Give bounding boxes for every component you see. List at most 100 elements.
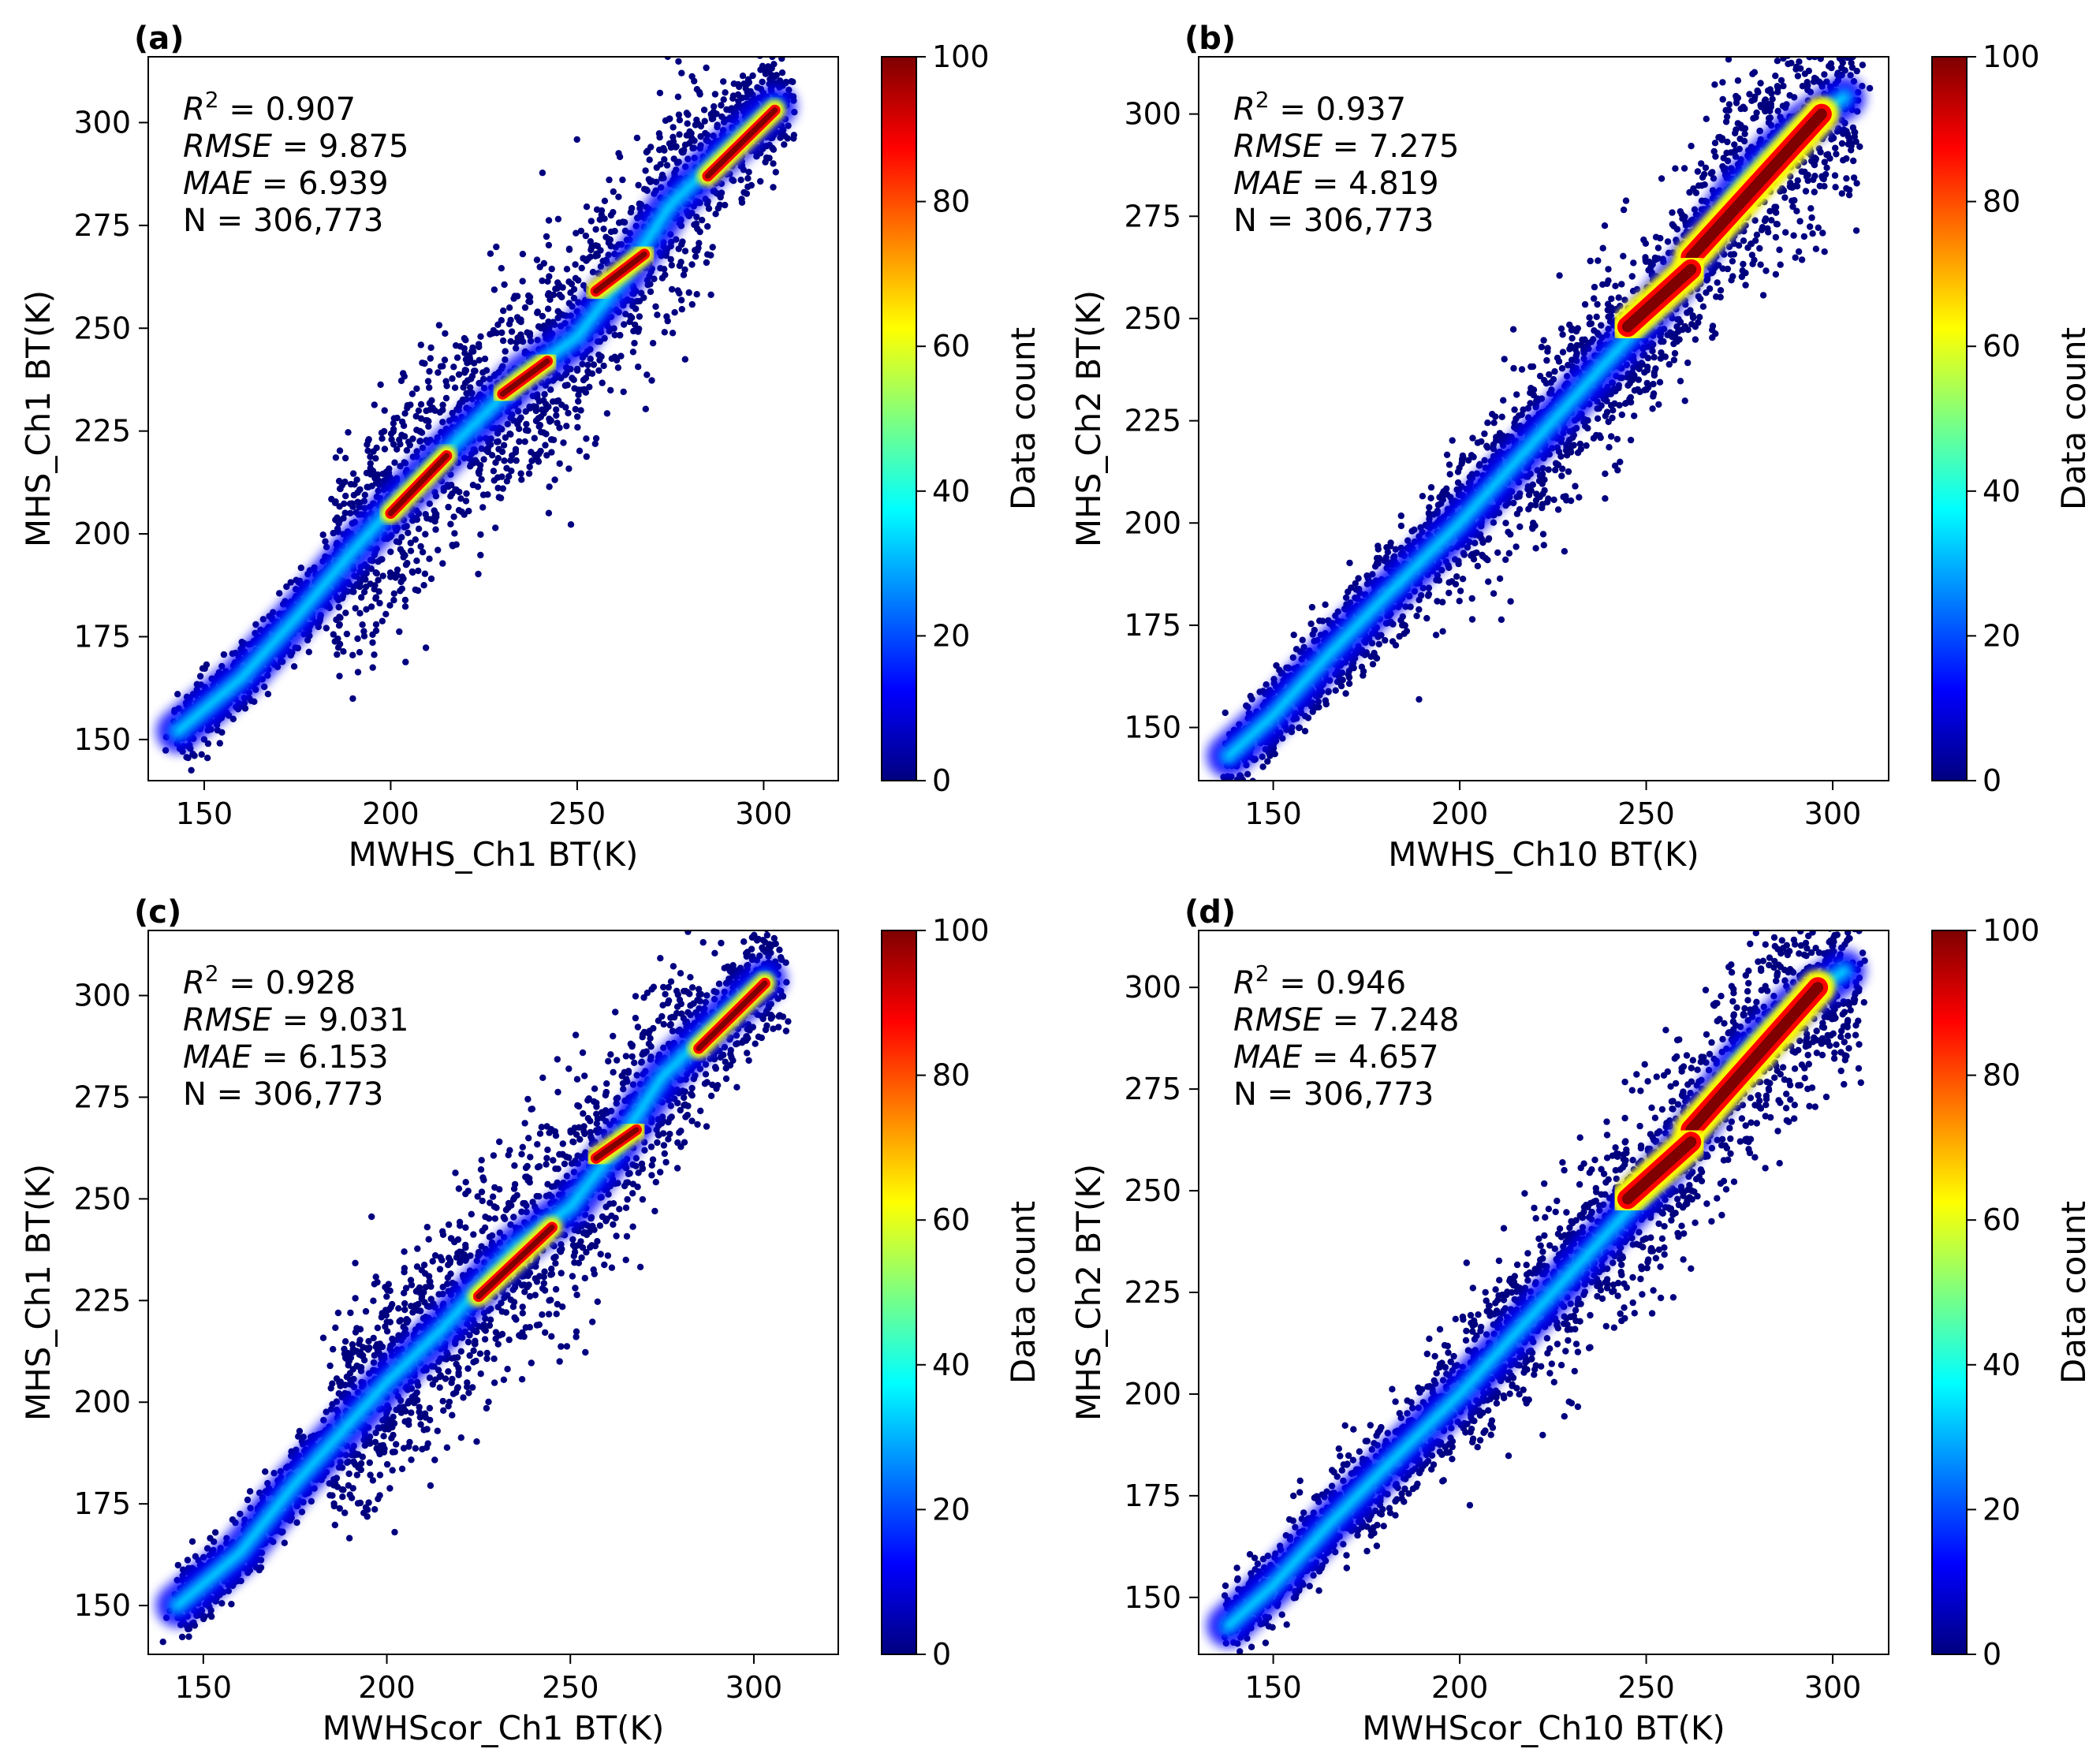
scatter-point <box>1535 477 1543 485</box>
scatter-point <box>331 638 338 645</box>
scatter-point <box>1656 378 1664 386</box>
scatter-point <box>535 323 543 330</box>
scatter-point <box>1732 153 1740 160</box>
scatter-point <box>517 470 524 477</box>
scatter-point <box>1853 180 1860 187</box>
scatter-point <box>1445 461 1453 468</box>
scatter-point <box>790 135 797 142</box>
scatter-point <box>1618 411 1625 419</box>
scatter-point <box>1777 76 1785 84</box>
scatter-point <box>635 181 642 188</box>
scatter-point <box>1400 621 1407 628</box>
scatter-point <box>572 261 579 268</box>
scatter-point <box>599 379 606 386</box>
scatter-point <box>1348 584 1355 591</box>
scatter-point <box>378 429 386 437</box>
scatter-point <box>552 285 559 293</box>
scatter-point <box>1546 371 1553 378</box>
scatter-point <box>1736 135 1744 143</box>
scatter-point <box>1630 259 1637 267</box>
y-tick-label: 225 <box>73 414 131 449</box>
scatter-point <box>1459 576 1467 583</box>
scatter-point <box>1768 217 1775 224</box>
scatter-point <box>1449 578 1456 585</box>
scatter-point <box>1333 678 1341 685</box>
scatter-point <box>1762 267 1770 274</box>
scatter-point <box>1382 636 1389 644</box>
scatter-point <box>498 317 505 324</box>
scatter-point <box>745 169 752 176</box>
scatter-point <box>323 625 330 632</box>
scatter-point <box>1552 466 1559 474</box>
scatter-point <box>1227 794 1233 800</box>
scatter-point <box>487 250 494 257</box>
scatter-point <box>1485 578 1492 585</box>
scatter-point <box>185 754 192 762</box>
scatter-point <box>754 84 761 91</box>
scatter-point <box>426 500 433 507</box>
scatter-point <box>613 356 621 364</box>
scatter-point <box>335 477 343 485</box>
scatter-point <box>398 585 405 592</box>
scatter-point <box>508 468 515 475</box>
scatter-point <box>587 238 594 245</box>
scatter-point <box>1806 57 1813 61</box>
scatter-point <box>396 628 403 636</box>
scatter-point <box>468 348 476 355</box>
scatter-point <box>1844 140 1852 148</box>
scatter-point <box>545 289 552 297</box>
scatter-point <box>1299 636 1306 643</box>
scatter-point <box>545 509 553 516</box>
scatter-point <box>516 416 523 423</box>
scatter-point <box>759 78 766 86</box>
y-tick-label: 200 <box>73 516 131 551</box>
scatter-point <box>649 340 657 347</box>
scatter-point <box>1615 294 1622 301</box>
scatter-point <box>451 384 459 391</box>
scatter-point <box>1728 277 1735 284</box>
scatter-point <box>521 304 529 311</box>
scatter-point <box>449 375 456 382</box>
scatter-point <box>702 129 709 137</box>
scatter-point <box>394 414 401 422</box>
scatter-point <box>1541 377 1548 384</box>
scatter-point <box>1538 343 1546 351</box>
scatter-point <box>563 266 571 273</box>
scatter-point <box>403 447 411 454</box>
scatter-point <box>1703 115 1710 122</box>
scatter-point <box>1662 353 1669 360</box>
scatter-point <box>1587 257 1594 265</box>
scatter-point <box>577 227 585 235</box>
scatter-point <box>1849 57 1856 61</box>
scatter-point <box>540 429 547 436</box>
scatter-point <box>457 495 464 502</box>
scatter-point <box>1712 153 1719 160</box>
scatter-point <box>1800 39 1806 46</box>
scatter-point <box>647 288 655 296</box>
scatter-point <box>547 436 555 443</box>
scatter-point <box>368 470 376 477</box>
scatter-point <box>1769 95 1776 103</box>
scatter-point <box>516 438 523 446</box>
y-tick-label: 275 <box>73 208 131 243</box>
scatter-point <box>648 177 655 185</box>
scatter-point <box>322 538 329 545</box>
scatter-point <box>439 406 446 414</box>
scatter-point <box>711 37 718 43</box>
scatter-point <box>539 277 546 285</box>
scatter-point <box>642 405 649 412</box>
scatter-point <box>574 423 581 431</box>
scatter-point <box>788 78 795 85</box>
scatter-point <box>681 266 688 274</box>
scatter-point <box>782 78 790 86</box>
scatter-point <box>198 751 205 758</box>
scatter-point <box>711 91 719 98</box>
y-tick-label: 175 <box>73 619 131 654</box>
scatter-point <box>330 529 337 537</box>
scatter-point <box>545 217 553 224</box>
scatter-point <box>373 444 380 452</box>
scatter-point <box>1742 270 1749 277</box>
scatter-point <box>1848 147 1855 154</box>
scatter-point <box>394 446 401 453</box>
scatter-point <box>356 583 363 590</box>
